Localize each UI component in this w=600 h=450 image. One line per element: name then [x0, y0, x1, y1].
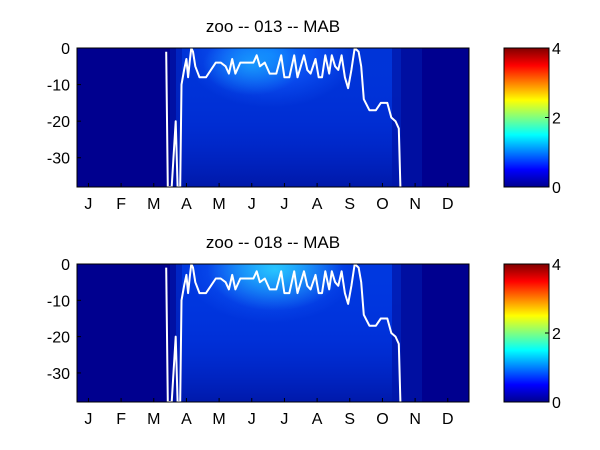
colorbar: 0 2 4: [503, 41, 561, 197]
x-tick-label: J: [84, 196, 92, 213]
colorbar-ticks: 0 2 4: [545, 41, 561, 197]
x-tick-label: S: [344, 196, 355, 213]
x-tick-label: N: [409, 196, 421, 213]
x-tick-label: J: [84, 411, 92, 428]
colorbar-gradient: [503, 47, 550, 188]
x-tick-label: D: [442, 196, 454, 213]
heatmap-area: [77, 48, 469, 187]
y-tick-label: -20: [47, 330, 70, 347]
x-tick-label: F: [116, 196, 126, 213]
x-tick-label: O: [376, 411, 388, 428]
x-tick-label: J: [280, 196, 288, 213]
x-tick-label: M: [147, 411, 160, 428]
x-tick-label: A: [312, 196, 323, 213]
x-tick-label: S: [344, 411, 355, 428]
x-tick-label: D: [442, 411, 454, 428]
colorbar-tick-label: 0: [552, 180, 561, 197]
y-tick-label: -30: [47, 151, 70, 168]
overlay-line: [165, 47, 402, 188]
panel-2: zoo -- 018 -- MAB 0 -10 -20 -30 J F M A M J J A S O N…: [47, 233, 561, 428]
y-tick-label: 0: [61, 257, 70, 274]
y-tick-label: -20: [47, 114, 70, 131]
colorbar-ticks: 0 2 4: [545, 257, 561, 412]
heatmap-area: [77, 264, 469, 402]
x-tick-label: N: [409, 411, 421, 428]
y-axis: 0 -10 -20 -30: [47, 257, 81, 383]
x-tick-label: M: [147, 196, 160, 213]
y-axis: 0 -10 -20 -30: [47, 41, 81, 168]
x-tick-label: A: [181, 411, 192, 428]
chart-title: zoo -- 013 -- MAB: [206, 17, 340, 36]
x-tick-label: A: [181, 196, 192, 213]
x-tick-label: J: [248, 196, 256, 213]
x-tick-label: M: [212, 411, 225, 428]
colorbar-tick-label: 2: [552, 111, 561, 128]
plot-frame: [76, 47, 470, 188]
y-tick-label: -10: [47, 293, 70, 310]
x-tick-label: A: [312, 411, 323, 428]
panel-1: zoo -- 013 -- MAB 0 -10 -20 -30 J F M A M J J A S O N…: [47, 17, 561, 213]
x-tick-label: J: [280, 411, 288, 428]
colorbar-tick-label: 2: [552, 326, 561, 343]
colorbar-tick-label: 4: [552, 41, 561, 58]
x-tick-label: M: [212, 196, 225, 213]
colorbar: 0 2 4: [503, 257, 561, 412]
y-tick-label: -10: [47, 78, 70, 95]
chart-title: zoo -- 018 -- MAB: [206, 233, 340, 252]
colorbar-tick-label: 4: [552, 257, 561, 274]
overlay-line: [165, 263, 402, 403]
x-tick-label: O: [376, 196, 388, 213]
x-tick-label: F: [116, 411, 126, 428]
colorbar-tick-label: 0: [552, 395, 561, 412]
y-tick-label: -30: [47, 366, 70, 383]
x-tick-label: J: [248, 411, 256, 428]
colorbar-gradient: [503, 263, 550, 403]
y-tick-label: 0: [61, 41, 70, 58]
plot-frame: [76, 263, 470, 403]
